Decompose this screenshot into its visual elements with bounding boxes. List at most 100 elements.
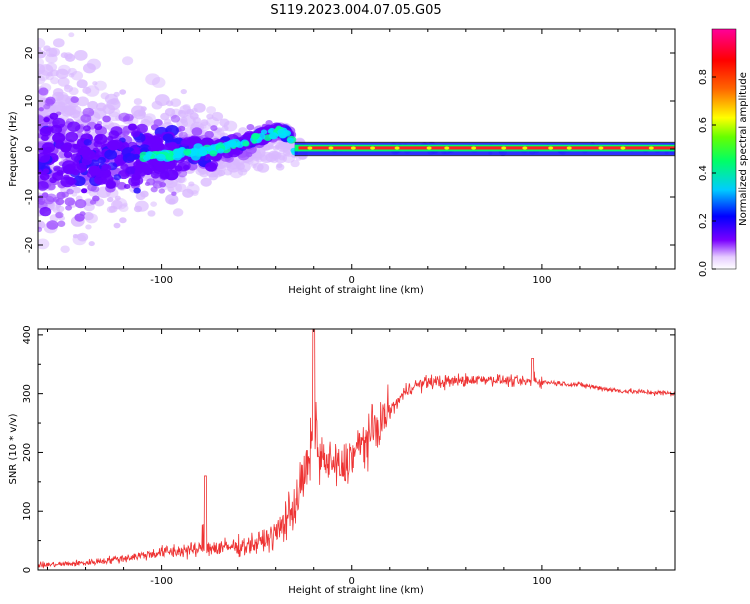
spectral-cell (136, 123, 148, 134)
spectral-cell (38, 238, 50, 250)
spectral-cell (68, 72, 75, 78)
spectral-cell (183, 164, 190, 171)
narrowband-peak (620, 146, 626, 150)
spectral-cell (209, 150, 218, 157)
spectral-cell (246, 124, 255, 131)
spectral-cell (124, 113, 134, 122)
narrowband-peak (328, 146, 334, 150)
spectral-cell (106, 140, 121, 151)
colorbar-tick-label: 0.0 (698, 261, 709, 277)
spectral-amplitude-cells (38, 32, 675, 253)
spectral-cell (182, 103, 191, 111)
spectral-cell (39, 206, 52, 217)
spectral-cell (140, 106, 147, 112)
spectral-cell (82, 107, 95, 117)
spectral-cell (38, 107, 44, 112)
snr-y-label: SNR (10 * v/v) (8, 413, 19, 484)
spectral-cell (213, 155, 221, 161)
snr-panel: -100 0 100 0 100 200 300 400 Height of straigh… (8, 325, 676, 596)
snr-x-tick-label: 0 (349, 576, 355, 587)
spectral-cell (68, 87, 79, 96)
spectral-cell (81, 156, 93, 166)
spectral-cell (38, 50, 47, 59)
spectral-cell (172, 153, 182, 161)
snr-x-label: Height of straight line (km) (288, 585, 424, 596)
spectral-cell (65, 131, 79, 143)
spectral-cell (204, 130, 214, 139)
spectral-cell (119, 89, 127, 95)
spectral-cell (38, 226, 43, 233)
spectral-cell (130, 130, 141, 138)
spectral-cell (236, 162, 245, 170)
spectral-cell (183, 148, 192, 156)
spectral-cell (167, 186, 175, 192)
spectral-cell (53, 165, 61, 172)
spectral-cell (200, 119, 209, 126)
snr-x-tick-label: -100 (150, 576, 173, 587)
colorbar (711, 28, 737, 270)
narrowband-peak (350, 146, 356, 150)
spectral-cell (65, 205, 73, 211)
spectral-cell (217, 169, 226, 177)
spectral-cell (165, 152, 176, 162)
spectral-cell (145, 73, 161, 86)
spectral-cell (172, 208, 184, 217)
spectral-cell (38, 87, 49, 96)
spectral-cell (38, 196, 42, 202)
spectrogram-x-tick-label: 100 (532, 275, 551, 286)
snr-y-tick-label: 300 (22, 384, 33, 403)
spectral-cell (79, 211, 86, 217)
spectral-cell (290, 159, 300, 168)
colorbar-tick-label: 0.4 (698, 165, 709, 181)
spectrogram-y-tick-label: -10 (24, 189, 35, 205)
spectral-cell (94, 123, 103, 131)
figure-title: S119.2023.004.07.05.G05 (270, 3, 441, 18)
spectral-cell (156, 153, 166, 162)
spectral-cell (43, 117, 50, 123)
spectral-cell (45, 47, 58, 58)
spectral-cell (56, 191, 66, 200)
colorbar-tick-label: 0.6 (698, 117, 709, 133)
spectral-cell (88, 165, 101, 176)
spectral-cell (55, 68, 69, 79)
spectral-cell (211, 111, 224, 122)
spectral-cell (250, 133, 260, 140)
spectral-cell (42, 168, 50, 174)
spectral-cell (198, 149, 208, 157)
spectral-cell (184, 109, 192, 116)
spectral-cell (210, 125, 218, 131)
narrowband-peak (394, 146, 400, 150)
spectral-cell (283, 150, 291, 157)
spectral-cell (70, 153, 82, 162)
spectral-cell (175, 183, 187, 193)
spectral-cell (38, 75, 46, 85)
spectral-cell (162, 133, 174, 143)
spectral-cell (76, 79, 88, 89)
spectral-cell (134, 200, 149, 212)
spectral-cell (193, 102, 206, 113)
spectral-cell (83, 125, 91, 132)
spectral-cell (206, 116, 220, 128)
snr-y-tick-label: 200 (22, 443, 33, 462)
spectral-cell (53, 101, 65, 111)
spectral-cell (52, 132, 66, 144)
spectral-cell (66, 188, 74, 195)
spectral-cell (72, 234, 79, 239)
spectral-cell (68, 32, 75, 38)
spectrogram-x-tick-label: -100 (150, 275, 173, 286)
spectral-cell (95, 102, 107, 112)
spectral-cell (56, 205, 65, 213)
spectral-cell (191, 190, 199, 196)
spectral-cell (38, 37, 46, 49)
spectral-cell (125, 153, 136, 162)
narrowband-peak (307, 146, 313, 150)
spectral-cell (77, 163, 87, 171)
spectral-cell (180, 139, 190, 147)
spectral-cell (110, 126, 123, 136)
spectral-cell (242, 140, 250, 147)
narrowband-peak (370, 146, 376, 150)
spectral-cell (210, 128, 225, 140)
spectral-cell (147, 210, 156, 217)
spectral-cell (231, 158, 241, 166)
spectral-cell (277, 128, 286, 136)
